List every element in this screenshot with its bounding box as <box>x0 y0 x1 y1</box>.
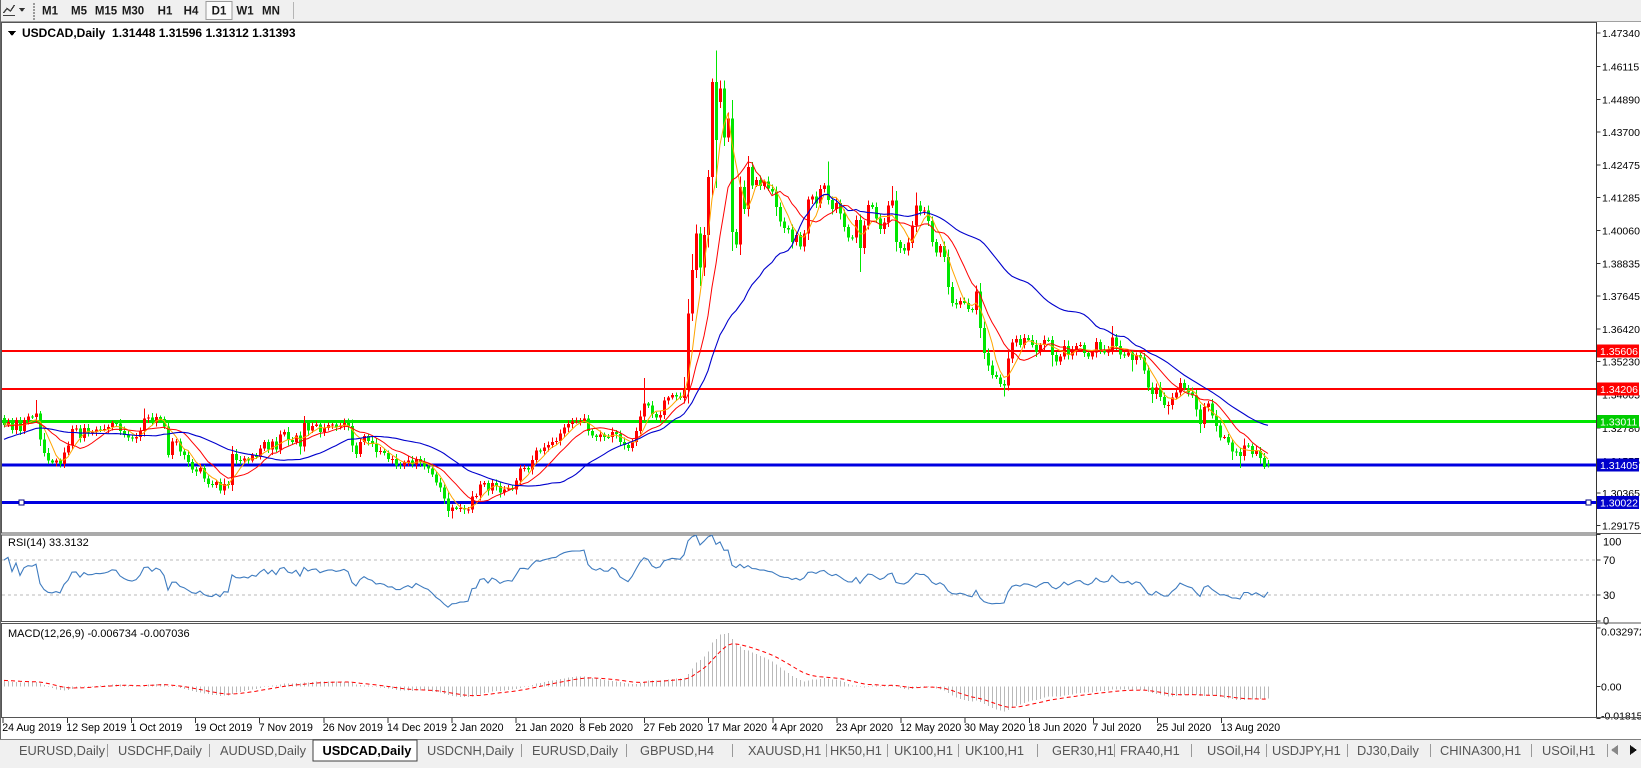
svg-text:25 Jul 2020: 25 Jul 2020 <box>1157 722 1212 734</box>
svg-text:GER30,H1: GER30,H1 <box>1052 743 1114 758</box>
svg-text:USDCNH,Daily: USDCNH,Daily <box>427 743 514 758</box>
svg-text:30: 30 <box>1603 590 1615 602</box>
svg-text:21 Jan 2020: 21 Jan 2020 <box>515 722 573 734</box>
svg-text:USOil,H4: USOil,H4 <box>1207 743 1260 758</box>
svg-text:1.41285: 1.41285 <box>1602 192 1640 204</box>
svg-text:RSI(14) 33.3132: RSI(14) 33.3132 <box>8 537 89 549</box>
svg-text:1.35230: 1.35230 <box>1602 356 1640 368</box>
svg-text:1.35606: 1.35606 <box>1600 346 1638 358</box>
svg-text:1.37645: 1.37645 <box>1602 291 1640 303</box>
svg-text:1.47340: 1.47340 <box>1602 28 1640 40</box>
svg-text:1.30022: 1.30022 <box>1600 498 1638 510</box>
svg-text:USOil,H1: USOil,H1 <box>1542 743 1595 758</box>
svg-text:13 Aug 2020: 13 Aug 2020 <box>1221 722 1281 734</box>
svg-text:1.38835: 1.38835 <box>1602 259 1640 271</box>
svg-text:FRA40,H1: FRA40,H1 <box>1120 743 1180 758</box>
svg-text:12 Sep 2019: 12 Sep 2019 <box>66 722 126 734</box>
svg-text:M5: M5 <box>71 6 88 18</box>
svg-text:1.43700: 1.43700 <box>1602 127 1640 139</box>
svg-text:1.40060: 1.40060 <box>1602 226 1640 238</box>
svg-text:USDJPY,H1: USDJPY,H1 <box>1272 743 1341 758</box>
svg-text:H4: H4 <box>184 6 199 18</box>
svg-text:GBPUSD,H4: GBPUSD,H4 <box>640 743 714 758</box>
svg-text:19 Oct 2019: 19 Oct 2019 <box>195 722 253 734</box>
svg-text:UK100,H1: UK100,H1 <box>965 743 1024 758</box>
svg-text:100: 100 <box>1603 537 1621 549</box>
svg-text:UK100,H1: UK100,H1 <box>894 743 953 758</box>
svg-text:30 May 2020: 30 May 2020 <box>964 722 1025 734</box>
svg-text:17 Mar 2020: 17 Mar 2020 <box>708 722 768 734</box>
svg-text:26 Nov 2019: 26 Nov 2019 <box>323 722 383 734</box>
svg-text:H1: H1 <box>158 6 173 18</box>
svg-text:CHINA300,H1: CHINA300,H1 <box>1440 743 1521 758</box>
svg-text:18 Jun 2020: 18 Jun 2020 <box>1028 722 1086 734</box>
svg-text:1.42475: 1.42475 <box>1602 160 1640 172</box>
svg-text:27 Feb 2020: 27 Feb 2020 <box>644 722 704 734</box>
svg-text:0: 0 <box>1603 616 1609 628</box>
svg-text:MACD(12,26,9) -0.006734 -0.007: MACD(12,26,9) -0.006734 -0.007036 <box>8 628 190 640</box>
svg-text:1.34206: 1.34206 <box>1600 384 1638 396</box>
svg-text:AUDUSD,Daily: AUDUSD,Daily <box>220 743 307 758</box>
svg-text:USDCHF,Daily: USDCHF,Daily <box>118 743 202 758</box>
svg-text:XAUUSD,H1: XAUUSD,H1 <box>748 743 821 758</box>
svg-text:1.29175: 1.29175 <box>1602 521 1640 533</box>
svg-text:DJ30,Daily: DJ30,Daily <box>1357 743 1419 758</box>
svg-text:M30: M30 <box>122 6 144 18</box>
svg-text:-0.018154: -0.018154 <box>1601 711 1641 723</box>
svg-text:0.032972: 0.032972 <box>1601 627 1641 639</box>
svg-text:M1: M1 <box>42 6 59 18</box>
svg-text:HK50,H1: HK50,H1 <box>830 743 882 758</box>
svg-text:24 Aug 2019: 24 Aug 2019 <box>2 722 62 734</box>
svg-text:70: 70 <box>1603 555 1615 567</box>
svg-text:USDCAD,Daily: USDCAD,Daily <box>323 743 413 758</box>
svg-text:D1: D1 <box>212 6 227 18</box>
svg-text:7 Nov 2019: 7 Nov 2019 <box>259 722 313 734</box>
svg-text:7 Jul 2020: 7 Jul 2020 <box>1092 722 1141 734</box>
svg-text:EURUSD,Daily: EURUSD,Daily <box>532 743 619 758</box>
svg-text:W1: W1 <box>236 6 254 18</box>
svg-text:1.31405: 1.31405 <box>1600 460 1638 472</box>
svg-text:0.00: 0.00 <box>1601 682 1622 694</box>
svg-text:1.33011: 1.33011 <box>1600 417 1637 429</box>
svg-text:1.44890: 1.44890 <box>1602 95 1640 107</box>
svg-text:8 Feb 2020: 8 Feb 2020 <box>579 722 633 734</box>
svg-text:1.36420: 1.36420 <box>1602 324 1640 336</box>
svg-text:4 Apr 2020: 4 Apr 2020 <box>772 722 823 734</box>
svg-text:1.46115: 1.46115 <box>1602 61 1639 73</box>
svg-text:23 Apr 2020: 23 Apr 2020 <box>836 722 893 734</box>
svg-text:M15: M15 <box>95 6 118 18</box>
svg-text:EURUSD,Daily: EURUSD,Daily <box>19 743 106 758</box>
svg-text:USDCAD,Daily 1.31448 1.31596: USDCAD,Daily 1.31448 1.31596 1.31312 1.3… <box>22 26 296 40</box>
svg-text:2 Jan 2020: 2 Jan 2020 <box>451 722 504 734</box>
svg-text:14 Dec 2019: 14 Dec 2019 <box>387 722 447 734</box>
svg-text:1 Oct 2019: 1 Oct 2019 <box>131 722 183 734</box>
svg-text:12 May 2020: 12 May 2020 <box>900 722 961 734</box>
svg-text:MN: MN <box>262 6 280 18</box>
